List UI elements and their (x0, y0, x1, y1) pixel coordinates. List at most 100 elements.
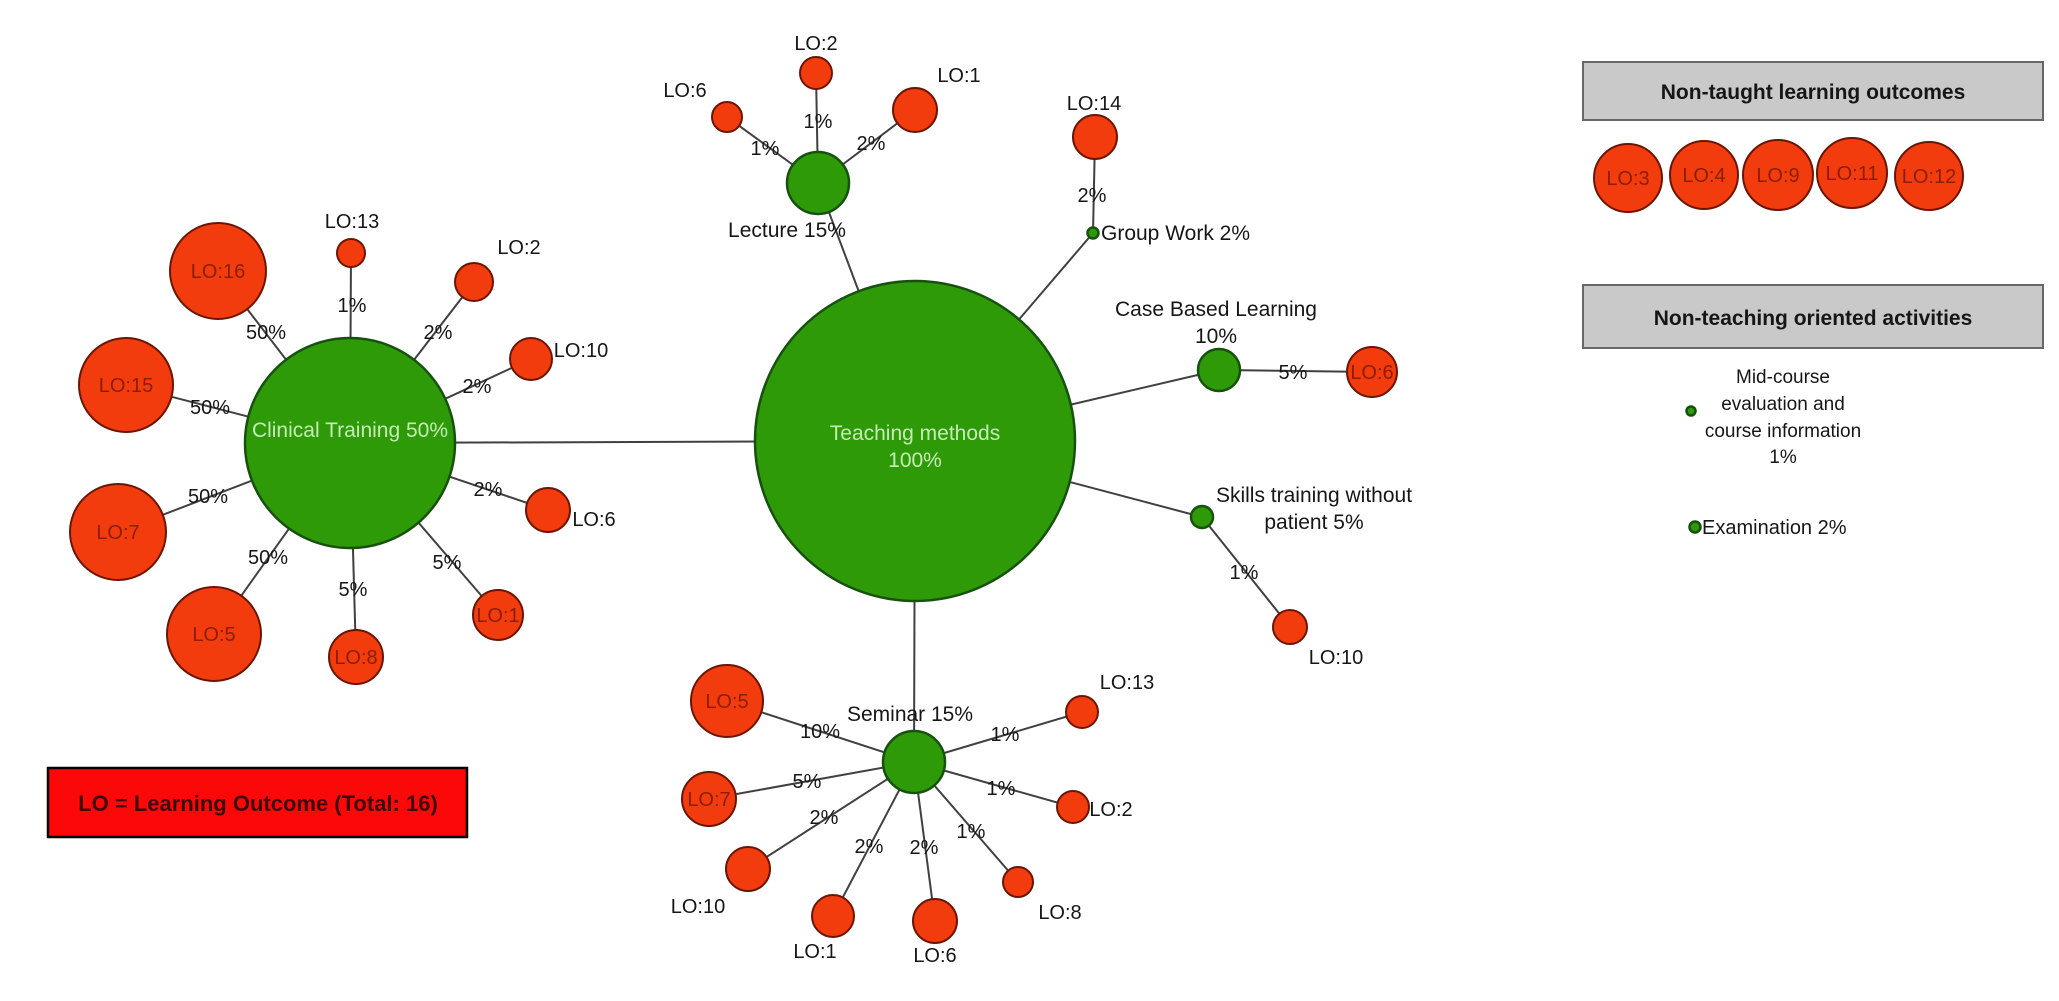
groupwork-lo14-label: LO:14 (1067, 93, 1121, 115)
seminar-lo13-node (1065, 695, 1099, 729)
clinical-lo5-label: LO:5 (192, 624, 235, 646)
group-work-label: Group Work 2% (1101, 222, 1250, 245)
case-based-pct: 10% (1195, 325, 1237, 348)
seminar-lo10-pct: 2% (810, 807, 839, 829)
examination-node (1688, 520, 1702, 534)
nontaught-lo3-label: LO:3 (1606, 168, 1649, 190)
clinical-training-node (243, 336, 457, 550)
nontaught-lo4-node (1669, 140, 1739, 210)
non-taught-header: Non-taught learning outcomes (1661, 81, 1966, 104)
clinical-lo13-label: LO:13 (325, 211, 379, 233)
seminar-lo5-pct: 10% (800, 721, 840, 743)
midcourse-label-line3: course information (1705, 421, 1861, 442)
case-based-learning-node (1196, 347, 1242, 393)
non-teaching-header: Non-teaching oriented activities (1654, 307, 1973, 330)
nontaught-lo12-node (1894, 141, 1964, 211)
lecture-lo1-pct: 2% (857, 133, 886, 155)
seminar-lo6-node (912, 898, 958, 944)
clinical-lo8-node (328, 629, 384, 685)
seminar-lo6-pct: 2% (910, 837, 939, 859)
midcourse-label-line2: evaluation and (1721, 394, 1845, 415)
clinical-lo15-label: LO:15 (99, 375, 153, 397)
clinical-lo8-label: LO:8 (334, 647, 377, 669)
skills-lo10-node (1272, 609, 1308, 645)
seminar-lo7-label: LO:7 (687, 789, 730, 811)
clinical-lo10-label: LO:10 (554, 340, 608, 362)
clinical-lo15-pct: 50% (190, 397, 230, 419)
teaching-label-line1: Teaching methods (830, 422, 1000, 445)
skills-label-line1: Skills training without (1216, 484, 1412, 507)
seminar-lo2-pct: 1% (987, 778, 1016, 800)
examination-label: Examination 2% (1702, 517, 1847, 539)
skills-lo10-pct: 1% (1230, 562, 1259, 584)
seminar-lo5-label: LO:5 (705, 691, 748, 713)
nontaught-lo11-label: LO:11 (1826, 163, 1879, 185)
casebased-lo6-label: LO:6 (1350, 362, 1393, 384)
clinical-lo1-label: LO:1 (476, 605, 519, 627)
lecture-label: Lecture 15% (728, 219, 846, 242)
teaching-methods-node (753, 279, 1077, 603)
skills-training-node (1189, 504, 1215, 530)
seminar-lo2-node (1056, 790, 1090, 824)
lecture-lo2-node (799, 56, 833, 90)
lecture-node (785, 150, 851, 216)
clinical-lo7-pct: 50% (188, 486, 228, 508)
seminar-lo10-node (725, 846, 771, 892)
clinical-lo5-pct: 50% (248, 547, 288, 569)
seminar-lo7-node (681, 771, 737, 827)
nontaught-lo12-label: LO:12 (1902, 166, 1956, 188)
clinical-lo10-node (509, 337, 553, 381)
edge-seminar-lo10 (747, 761, 915, 870)
midcourse-node (1685, 405, 1697, 417)
group-work-node (1086, 226, 1100, 240)
clinical-lo2-pct: 2% (424, 322, 453, 344)
midcourse-label-line1: Mid-course (1736, 367, 1830, 388)
clinical-lo5-node (166, 586, 262, 682)
seminar-lo10-label: LO:10 (671, 896, 725, 918)
nontaught-lo9-label: LO:9 (1756, 165, 1799, 187)
skills-label-line2: patient 5% (1264, 511, 1363, 534)
clinical-lo16-pct: 50% (246, 322, 286, 344)
clinical-lo2-node (454, 262, 494, 302)
lecture-lo2-pct: 1% (804, 111, 833, 133)
clinical-lo6-pct: 2% (474, 479, 503, 501)
legend-box (46, 766, 469, 839)
clinical-lo1-pct: 5% (433, 552, 462, 574)
edge-seminar-lo7 (708, 761, 915, 800)
clinical-lo13-pct: 1% (338, 295, 367, 317)
seminar-lo2-label: LO:2 (1089, 799, 1132, 821)
clinical-lo6-label: LO:6 (572, 509, 615, 531)
seminar-lo13-label: LO:13 (1100, 672, 1154, 694)
legend-text: LO = Learning Outcome (Total: 16) (78, 791, 438, 816)
case-based-label: Case Based Learning (1115, 298, 1317, 321)
seminar-lo1-node (811, 894, 855, 938)
edge-skills-lo10 (1201, 516, 1291, 628)
groupwork-lo14-pct: 2% (1078, 185, 1107, 207)
midcourse-label-pct: 1% (1769, 447, 1797, 468)
seminar-lo8-pct: 1% (957, 821, 986, 843)
clinical-lo7-label: LO:7 (96, 522, 139, 544)
clinical-lo1-node (472, 589, 524, 641)
lecture-lo6-node (711, 101, 743, 133)
lecture-lo1-label: LO:1 (937, 65, 980, 87)
clinical-lo16-node (169, 222, 267, 320)
seminar-lo8-label: LO:8 (1038, 902, 1081, 924)
nontaught-lo3-node (1593, 143, 1663, 213)
clinical-lo10-pct: 2% (463, 376, 492, 398)
seminar-lo13-pct: 1% (991, 724, 1020, 746)
lecture-lo6-pct: 1% (751, 138, 780, 160)
seminar-lo6-label: LO:6 (913, 945, 956, 967)
teaching-label-line2: 100% (888, 449, 942, 472)
seminar-lo1-pct: 2% (855, 836, 884, 858)
seminar-lo1-label: LO:1 (793, 941, 836, 963)
nontaught-lo11-node (1816, 137, 1888, 209)
nontaught-lo4-label: LO:4 (1682, 165, 1725, 187)
seminar-lo8-node (1002, 866, 1034, 898)
clinical-lo8-pct: 5% (339, 579, 368, 601)
casebased-lo6-pct: 5% (1279, 362, 1308, 384)
skills-lo10-label: LO:10 (1309, 647, 1363, 669)
groupwork-lo14-node (1072, 114, 1118, 160)
nontaught-lo9-node (1742, 139, 1814, 211)
